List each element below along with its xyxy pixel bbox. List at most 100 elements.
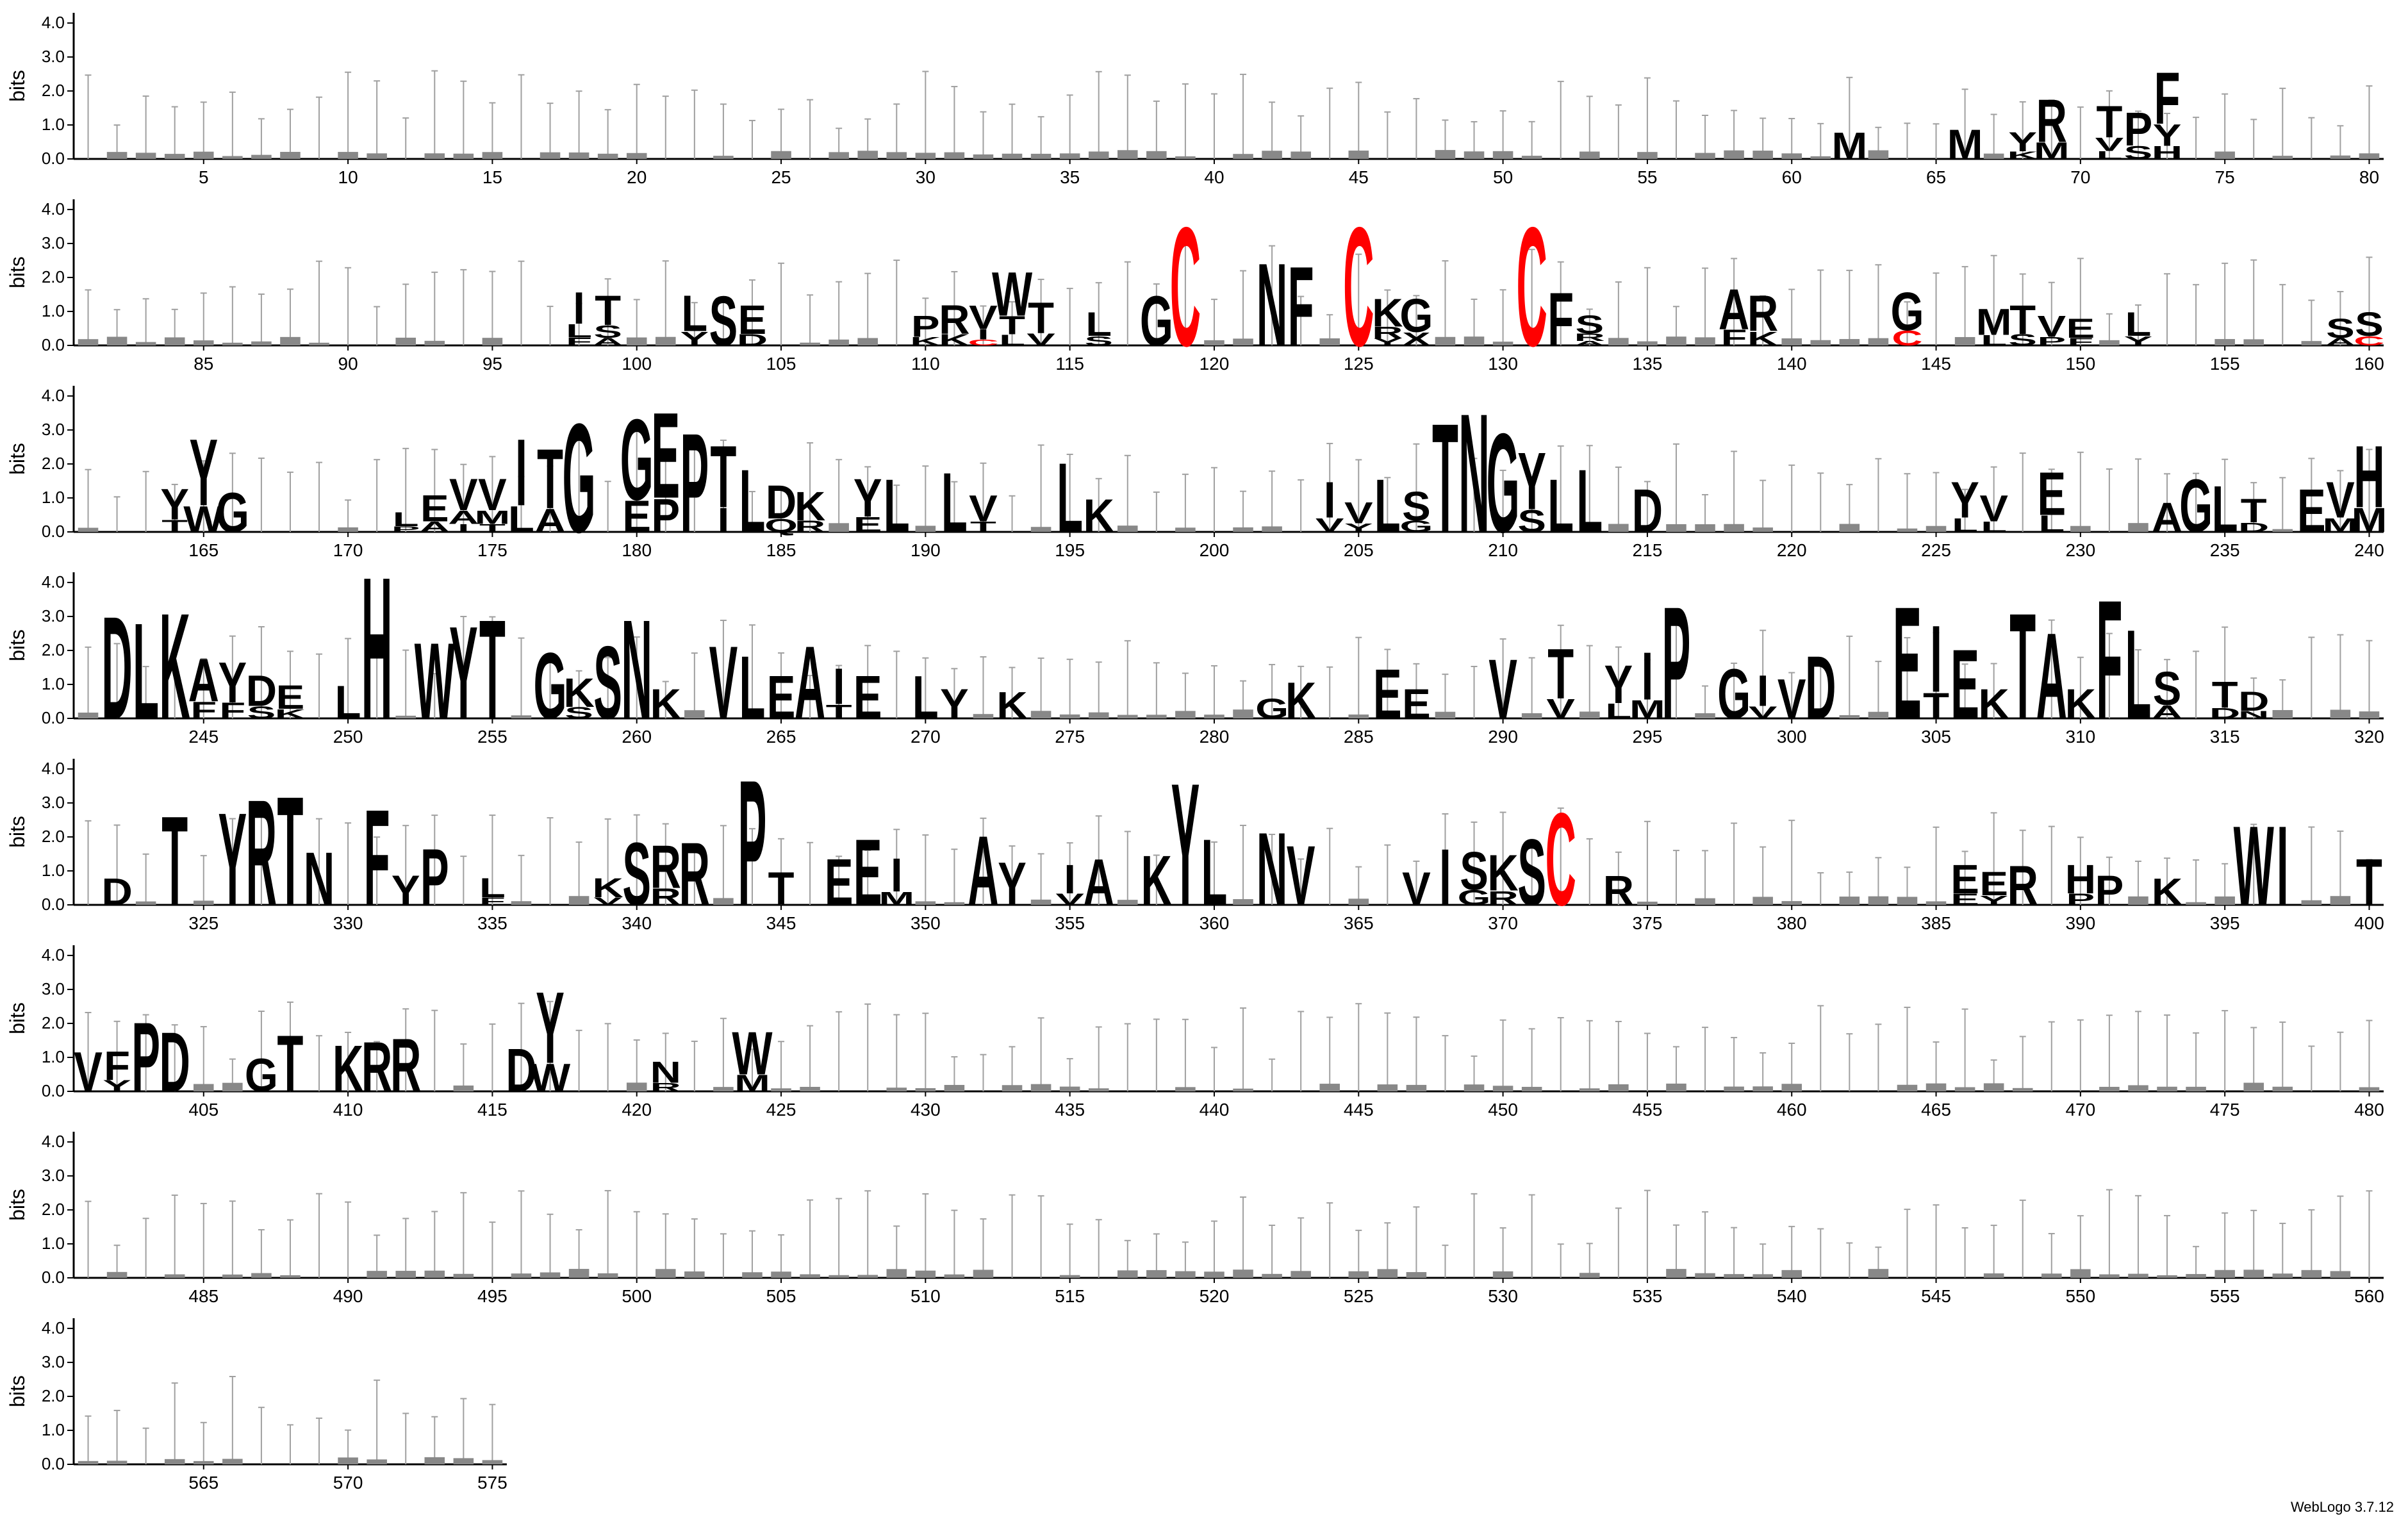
x-tick-label: 550 (2065, 1286, 2095, 1306)
residue-letter: V (1777, 667, 1806, 731)
minor-residue-stack (1579, 1088, 1600, 1091)
residue-letter: S (2008, 331, 2037, 349)
minor-residue-stack (1608, 338, 1629, 345)
minor-residue-stack (1002, 1085, 1023, 1091)
minor-residue-stack (829, 1275, 849, 1278)
residue-letter: W (2234, 803, 2274, 929)
minor-residue-stack (1926, 525, 1947, 532)
y-axis-label: bits (6, 443, 29, 475)
residue-letter: N (304, 837, 334, 922)
residue-letter: P (131, 1002, 160, 1113)
residue-letter: L (999, 331, 1025, 349)
minor-residue-stack (194, 900, 214, 905)
residue-letter: G (534, 633, 567, 739)
minor-residue-stack (1666, 336, 1686, 345)
minor-residue-stack (338, 1457, 358, 1464)
x-tick-label: 545 (1921, 1286, 1951, 1306)
residue-letter: C (1546, 786, 1576, 933)
x-tick-label: 415 (477, 1100, 507, 1120)
minor-residue-stack (2128, 523, 2148, 532)
residue-letter: I (573, 283, 585, 333)
residue-letter: Y (2153, 119, 2182, 153)
y-tick-label: 1.0 (42, 301, 65, 320)
x-tick-label: 145 (1921, 354, 1951, 374)
residue-letter: G (2179, 464, 2213, 549)
minor-residue-stack (626, 1082, 647, 1091)
residue-letter: I (1757, 667, 1769, 716)
residue-letter: T (1547, 634, 1574, 714)
residue-letter: K (2008, 149, 2038, 161)
minor-residue-stack (2272, 529, 2293, 532)
residue-letter: K (592, 873, 623, 904)
x-tick-label: 125 (1344, 354, 1374, 374)
x-tick-label: 200 (1200, 540, 1230, 560)
residue-letter: I (1439, 833, 1451, 923)
minor-residue-stack (280, 151, 301, 159)
minor-residue-stack (2330, 896, 2351, 905)
y-tick-label: 4.0 (42, 759, 65, 778)
residue-letter: R (795, 517, 825, 535)
minor-residue-stack (886, 152, 907, 159)
minor-residue-stack (1492, 1086, 1513, 1091)
y-tick-label: 4.0 (42, 945, 65, 964)
minor-residue-stack (1059, 1086, 1080, 1091)
minor-residue-stack (453, 1273, 474, 1278)
minor-residue-stack (1695, 898, 1715, 905)
x-tick-label: 255 (477, 727, 507, 747)
minor-residue-stack (2128, 1273, 2148, 1278)
residue-letter: W (415, 620, 455, 741)
minor-residue-stack (1030, 711, 1051, 718)
minor-residue-stack (106, 1460, 128, 1464)
x-tick-label: 570 (333, 1473, 363, 1493)
minor-residue-stack (626, 153, 647, 159)
x-tick-label: 100 (622, 354, 652, 374)
x-tick-label: 115 (1055, 354, 1084, 374)
residue-letter: L (508, 499, 534, 540)
residue-letter: N (1458, 378, 1489, 568)
residue-letter: L (2038, 511, 2065, 537)
minor-residue-stack (1666, 1083, 1686, 1091)
minor-residue-stack (1348, 898, 1369, 905)
x-tick-label: 280 (1200, 727, 1230, 747)
minor-residue-stack (1521, 713, 1542, 718)
minor-residue-stack (1175, 1087, 1196, 1091)
residue-letter: G (563, 391, 596, 565)
minor-residue-stack (1695, 524, 1715, 532)
residue-letter: V (1749, 703, 1777, 722)
minor-residue-stack (1233, 1270, 1253, 1278)
minor-residue-stack (338, 527, 358, 532)
residue-letter: Y (1373, 336, 1402, 347)
minor-residue-stack (944, 902, 965, 905)
residue-letter: R (1487, 888, 1518, 909)
minor-residue-stack (1175, 711, 1196, 718)
residue-letter: M (878, 888, 914, 909)
minor-residue-stack (2214, 896, 2235, 905)
residue-letter: N (622, 590, 652, 749)
x-tick-label: 455 (1633, 1100, 1663, 1120)
residue-letter: S (1517, 820, 1546, 925)
minor-residue-stack (1319, 338, 1340, 345)
minor-residue-stack (106, 1271, 128, 1278)
residue-letter: L (739, 638, 766, 738)
minor-residue-stack (106, 336, 128, 345)
minor-residue-stack (1781, 901, 1802, 905)
residue-letter: Y (680, 328, 709, 350)
residue-letter: Y (1950, 471, 1979, 529)
x-tick-label: 560 (2354, 1286, 2384, 1306)
minor-residue-stack (1868, 896, 1889, 905)
residue-letter: M (2352, 500, 2387, 539)
minor-residue-stack (2214, 151, 2235, 159)
minor-residue-stack (626, 337, 647, 345)
minor-residue-stack (1781, 338, 1802, 345)
minor-residue-stack (135, 342, 156, 345)
minor-residue-stack (424, 1457, 445, 1464)
x-tick-label: 60 (1782, 167, 1802, 187)
minor-residue-stack (1839, 339, 1860, 345)
residue-letter: K (275, 707, 306, 722)
residue-letter: I (1642, 638, 1654, 714)
logo-row: 0.0 1.0 2.0 3.0 4.0 bits 565 570 575 (6, 1318, 507, 1493)
minor-residue-stack (540, 152, 561, 159)
minor-residue-stack (1348, 714, 1369, 718)
minor-residue-stack (2214, 339, 2235, 345)
residue-letter: A (2152, 494, 2182, 542)
